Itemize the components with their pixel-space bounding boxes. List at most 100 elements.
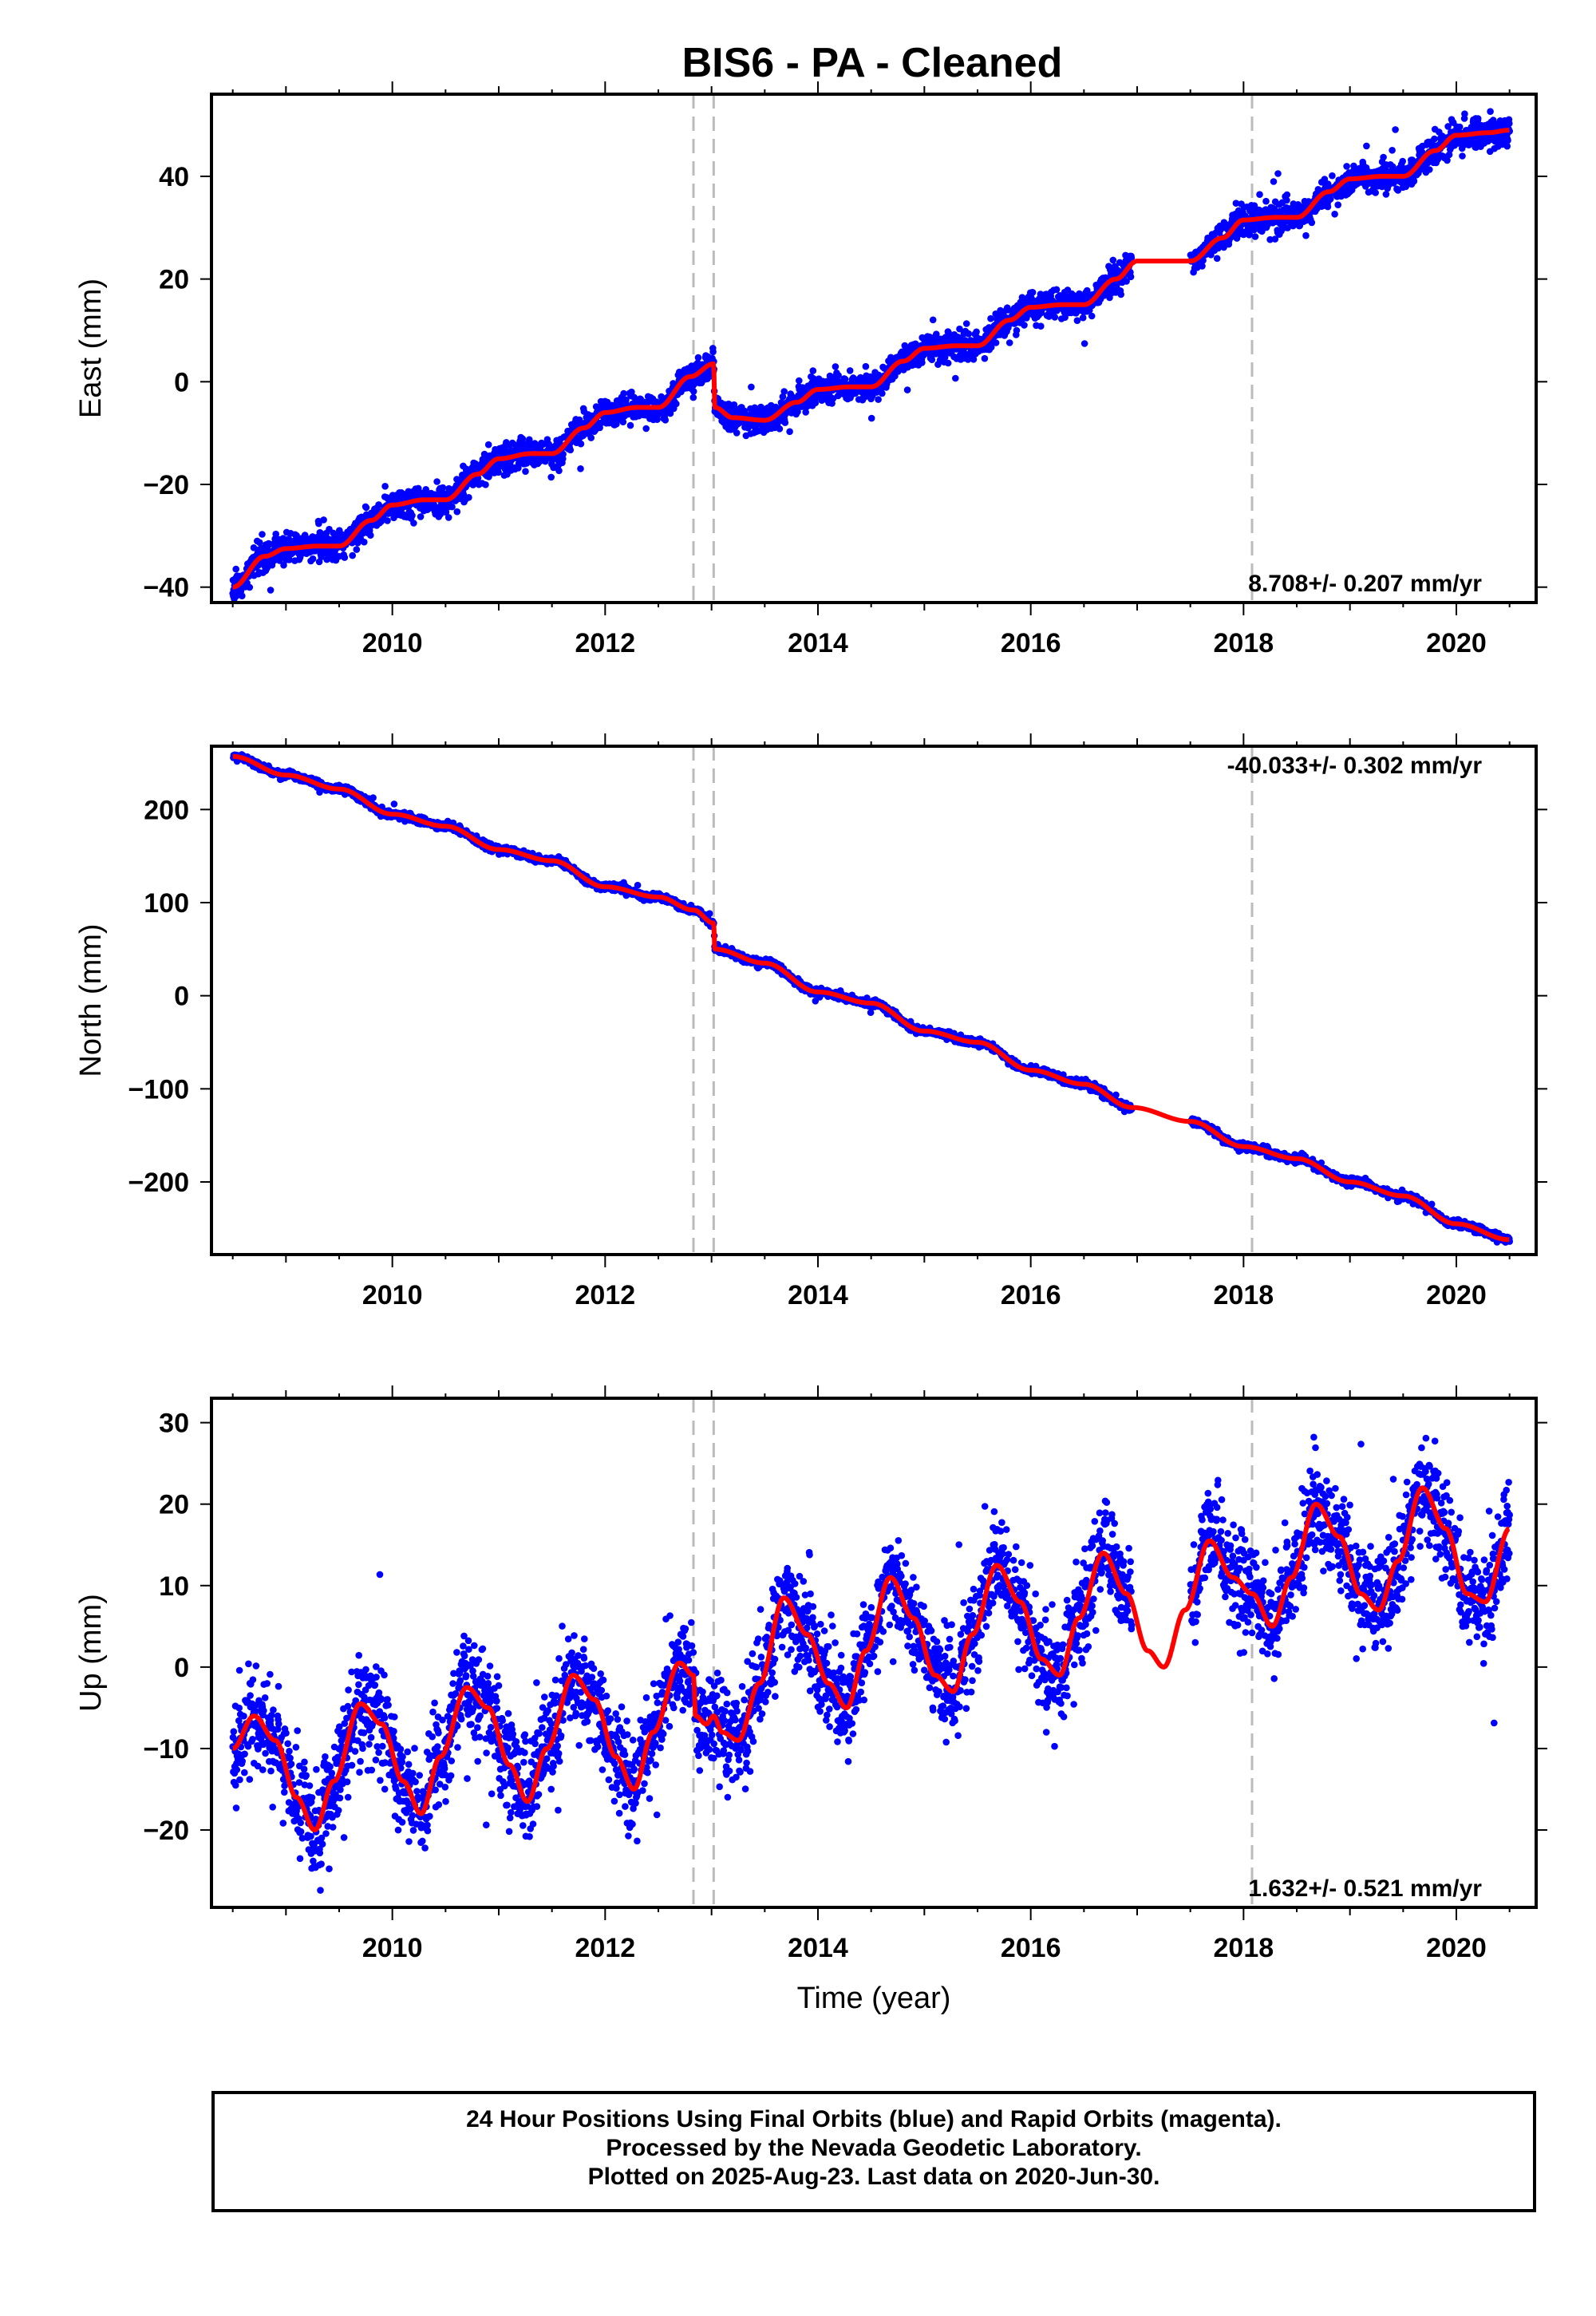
y-tick-label: 0 [174,367,189,397]
data-point [1343,163,1350,170]
data-point [232,565,240,573]
data-point [666,409,674,417]
data-point [1270,178,1278,185]
data-point [315,520,322,528]
data-point [1474,115,1482,122]
data-point [465,494,472,501]
data-point [689,393,697,401]
data-point [453,508,461,516]
data-point [992,339,1000,346]
data-point [309,555,317,563]
data-point [1051,314,1059,321]
data-point [341,554,349,561]
data-point [981,354,989,362]
data-point [495,468,502,476]
data-point [928,356,936,364]
chart-title: BIS6 - PA - Cleaned [682,40,1063,86]
data-point [1334,201,1341,208]
data-point [642,425,650,433]
data-point [626,421,634,429]
data-point [619,418,627,425]
data-point [662,417,670,424]
data-point [439,484,447,492]
data-point [575,416,583,424]
data-point [267,540,274,548]
data-point [1504,136,1511,144]
x-tick-label: 2020 [1426,628,1487,658]
data-point [246,583,254,591]
data-point [444,514,452,521]
scatter-north [230,751,1513,1246]
panels: 2010 2012 2014 2016 2018 2020−40−2002040East … [74,81,1547,2015]
data-point [1037,322,1045,330]
data-point [628,388,635,396]
data-point [809,367,817,374]
data-point [1302,231,1310,239]
data-point [952,374,959,382]
panel-east: 2010 2012 2014 2016 2018 2020−40−2002040East … [74,81,1547,658]
data-point [384,517,391,524]
data-point [361,538,368,546]
data-point [1372,189,1379,196]
data-point [965,330,973,338]
data-point [1053,286,1061,294]
data-point [448,503,456,511]
data-point [614,417,621,425]
data-point [879,389,886,397]
data-point [482,481,489,488]
data-point [410,520,417,527]
data-point [1380,153,1387,161]
data-point [1487,108,1494,115]
data-point [526,436,533,444]
data-point [256,539,263,547]
data-point [835,372,842,379]
data-point [1456,123,1464,131]
velocity-rate-label: 8.708+/- 0.207 mm/yr [1248,571,1482,597]
data-point [846,367,854,374]
data-point [709,348,717,356]
data-point [867,414,875,422]
y-tick-label: −20 [143,470,189,500]
data-point [1431,135,1438,143]
data-point [577,465,584,472]
data-point [259,531,266,538]
data-point [1426,166,1433,173]
data-point [1127,273,1135,281]
data-point [694,354,702,362]
data-point [437,511,444,518]
data-point [1331,211,1338,218]
data-point [362,504,370,512]
data-point [812,399,820,407]
data-point [1256,191,1263,198]
data-point [286,556,293,563]
data-point [381,483,389,490]
data-point [559,450,567,458]
data-point [673,400,680,408]
data-point [1392,126,1399,133]
data-point [409,512,416,520]
data-point [1213,255,1221,263]
data-point [929,316,937,324]
data-point [1324,203,1332,211]
data-point [1021,322,1028,329]
data-point [733,429,741,437]
data-point [1080,340,1088,347]
data-point [1308,219,1316,227]
data-point [786,428,793,436]
data-point [353,546,361,553]
data-point [903,386,911,393]
data-point [1461,110,1468,117]
data-point [832,363,839,370]
model-fit-line [231,128,1511,590]
data-point [484,441,492,449]
data-point [796,377,803,385]
data-point [577,440,585,448]
data-point [519,435,527,443]
data-point [634,881,642,889]
data-point [1389,147,1396,154]
data-point [320,516,327,524]
data-point [349,551,357,559]
data-point [622,396,630,404]
data-point [567,446,575,454]
